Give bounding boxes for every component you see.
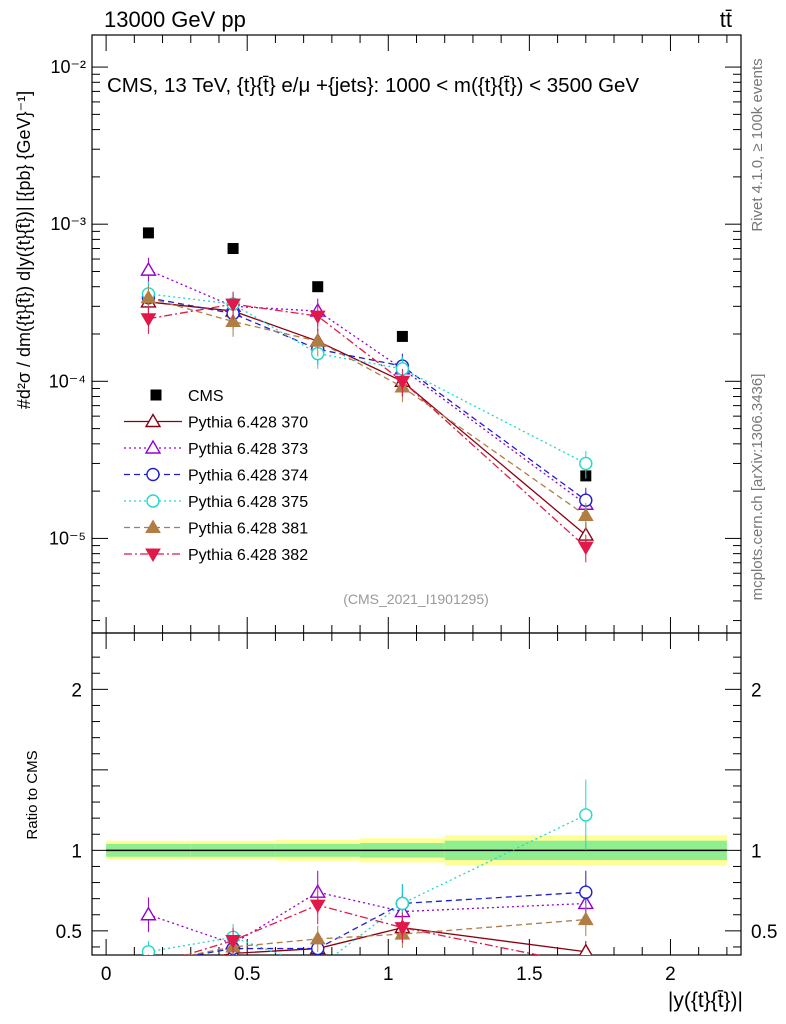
legend-label: Pythia 6.428 382 [188,547,308,564]
data-point [140,313,157,327]
ratio-point [140,906,157,921]
legend-marker [144,439,162,454]
watermark: (CMS_2021_I1901295) [343,591,489,607]
ratio-line [148,814,587,955]
ratio-point [141,961,155,973]
ratio-point [142,957,154,969]
y-tick-label: 10⁻⁴ [49,371,86,391]
ratio-series-1 [140,870,595,955]
legend-label: Pythia 6.428 375 [188,494,308,511]
ratio-point [394,922,411,936]
data-point [577,541,594,556]
ratio-y-tick-label-right: 2 [751,680,762,701]
ratio-line [191,891,586,955]
x-tick-label: 0.5 [234,964,260,985]
x-tick-label: 2 [665,964,676,985]
legend-marker [145,548,161,562]
plot-title: CMS, 13 TeV, {t}{t̄} e/μ +{jets}: 1000 <… [107,74,639,97]
main-axes: 10⁻² 10⁻³ 10⁻⁴ 10⁻⁵ [49,35,741,633]
ratio-point [579,943,593,955]
data-point-cms [227,243,239,255]
ratio-axes: 0 0.5 1 1.5 2 0.5 0.5 1 1 2 2 [56,633,777,985]
legend-marker [146,467,160,482]
ratio-ylabel: Ratio to CMS [24,750,41,839]
data-point-cms [312,281,324,293]
ratio-point [309,930,326,945]
ratio-point [225,935,241,949]
x-tick-label: 1 [383,964,394,985]
x-tick-label: 0 [101,964,112,985]
ratio-series-5 [141,885,593,973]
legend-marker [146,494,160,508]
ratio-series-2 [142,870,593,969]
data-point [394,375,411,390]
ratio-line [148,891,586,945]
legend-marker [144,413,162,428]
series-line [148,293,587,465]
data-point [140,261,157,276]
data-point [140,289,157,304]
main-series [140,227,595,563]
ratio-y-tick-label-right: 1 [751,841,762,862]
ratio-y-tick-label: 1 [71,841,82,862]
header-left-title: 13000 GeV pp [104,7,246,32]
data-point [225,298,241,313]
ratio-band [106,835,727,866]
legend-label: Pythia 6.428 373 [188,441,308,458]
mcplots-label: mcplots.cern.ch [arXiv:1306.3436] [749,374,766,601]
ratio-point [141,945,156,955]
data-point [309,333,326,347]
ratio-series-4 [141,903,594,968]
rivet-label: Rivet 4.1.0, ≥ 100k events [749,58,766,231]
legend-label: CMS [188,388,224,405]
ratio-y-tick-label: 0.5 [56,922,82,943]
legend-label: Pythia 6.428 374 [188,468,308,485]
series-line [148,297,587,501]
main-ylabel: #d²σ / dm({t}{t̄}) d|y({t}{t̄})| [{pb} {… [14,91,34,409]
data-point [309,310,326,325]
ratio-point [579,885,593,899]
ratio-y-tick-label: 2 [71,680,82,701]
ratio-point [312,962,324,974]
ratio-point [141,961,155,973]
x-tick-label: 1.5 [516,964,542,985]
ratio-line [219,926,586,955]
series-6 [140,291,594,563]
ratio-y-tick-label-right: 0.5 [751,922,777,943]
data-point [577,507,594,521]
ratio-series-3 [141,779,593,974]
legend: CMS Pythia 6.428 370 Pythia 6.428 373 Pythi… [124,388,308,564]
ratio-point [141,956,155,968]
y-tick-label: 10⁻² [50,57,86,77]
data-point [579,456,593,471]
y-tick-label: 10⁻³ [50,214,86,234]
legend-marker-cms [150,389,162,401]
main-frame [91,34,742,634]
data-point [225,313,241,328]
ratio-point [577,911,594,926]
legend-label: Pythia 6.428 381 [188,521,308,538]
y-tick-label: 10⁻⁵ [49,528,86,548]
data-point-cms [396,330,408,342]
x-axis-label: |y({t}{t̄})| [668,989,743,1012]
header-right-title: tt̄ [720,7,732,32]
legend-label: Pythia 6.428 370 [188,415,308,432]
ratio-line [187,918,586,955]
ratio-point [579,960,593,972]
ratio-series [140,779,595,974]
ratio-point [579,808,593,822]
legend-marker [145,519,161,533]
ratio-frame [91,632,742,956]
ratio-point [309,899,326,914]
ratio-plot-area [140,779,595,974]
ratio-point [395,896,410,911]
data-point-cms [142,227,154,239]
